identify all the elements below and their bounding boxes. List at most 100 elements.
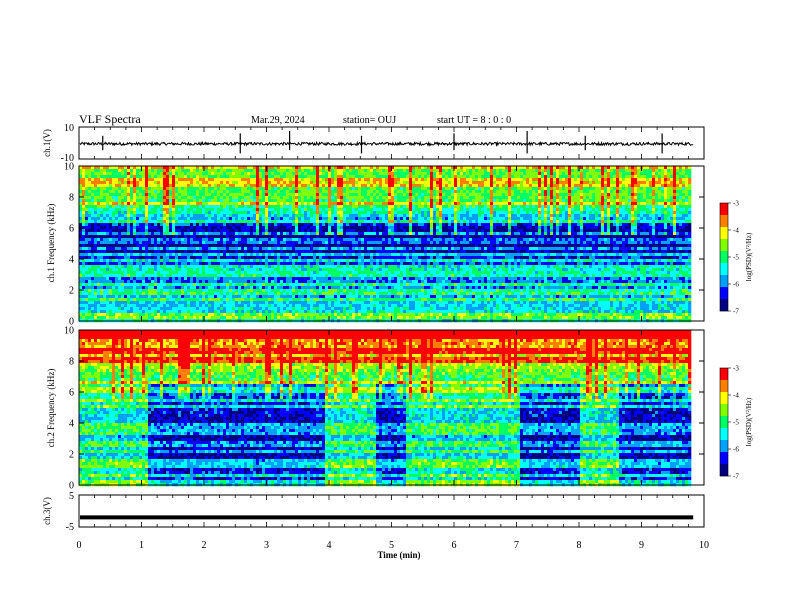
spectrogram-cell: [631, 199, 635, 203]
spectrogram-cell: [319, 235, 323, 239]
spectrogram-cell: [187, 223, 191, 227]
spectrogram-cell: [232, 223, 236, 227]
spectrogram-cell: [370, 214, 374, 218]
spectrogram-cell: [316, 193, 320, 197]
spectrogram-cell: [157, 211, 161, 215]
spectrogram-cell: [619, 169, 623, 173]
spectrogram-cell: [262, 202, 266, 206]
spectrogram-cell: [496, 217, 500, 221]
spectrogram-cell: [250, 172, 254, 176]
spectrogram-cell: [610, 205, 614, 209]
spectrogram-cell: [307, 196, 311, 200]
spectrogram-cell: [631, 193, 635, 197]
spectrogram-cell: [439, 169, 443, 173]
spectrogram-cell: [493, 223, 497, 227]
spectrogram-cell: [568, 169, 572, 173]
spectrogram-cell: [469, 208, 473, 212]
spectrogram-cell: [214, 223, 218, 227]
spectrogram-cell: [169, 190, 173, 194]
spectrogram-cell: [124, 208, 128, 212]
spectrogram-cell: [109, 235, 113, 239]
spectrogram-cell: [277, 202, 281, 206]
spectrogram-cell: [640, 235, 644, 239]
spectrogram-cell: [265, 187, 269, 191]
spectrogram-cell: [274, 184, 278, 188]
spectrogram-cell: [91, 226, 95, 230]
spectrogram-cell: [142, 217, 146, 221]
spectrogram-cell: [331, 190, 335, 194]
spectrogram-cell: [100, 232, 104, 236]
spectrogram-cell: [571, 190, 575, 194]
spectrogram-cell: [232, 196, 236, 200]
spectrogram-cell: [637, 214, 641, 218]
spectrogram-cell: [292, 193, 296, 197]
spectrogram-cell: [157, 217, 161, 221]
spectrogram-cell: [475, 205, 479, 209]
spectrogram-cell: [286, 178, 290, 182]
spectrogram-cell: [562, 184, 566, 188]
spectrogram-cell: [151, 226, 155, 230]
spectrogram-cell: [499, 190, 503, 194]
spectrogram-cell: [646, 166, 650, 170]
spectrogram-cell: [610, 193, 614, 197]
spectrogram-cell: [211, 217, 215, 221]
spectrogram-cell: [142, 229, 146, 233]
spectrogram-cell: [538, 166, 542, 170]
spectrogram-cell: [223, 208, 227, 212]
spectrogram-cell: [262, 193, 266, 197]
spectrogram-cell: [199, 217, 203, 221]
spectrogram-cell: [271, 226, 275, 230]
spectrogram-cell: [688, 178, 692, 182]
spectrogram-cell: [127, 166, 131, 170]
spectrogram-cell: [472, 202, 476, 206]
spectrogram-cell: [205, 187, 209, 191]
spectrogram-cell: [334, 220, 338, 224]
spectrogram-cell: [580, 208, 584, 212]
spectrogram-cell: [643, 205, 647, 209]
spectrogram-cell: [331, 196, 335, 200]
spectrogram-cell: [649, 196, 653, 200]
spectrogram-cell: [550, 211, 554, 215]
spectrogram-cell: [301, 169, 305, 173]
spectrogram-cell: [106, 169, 110, 173]
spectrogram-cell: [607, 220, 611, 224]
spectrogram-cell: [367, 220, 371, 224]
spectrogram-cell: [238, 232, 242, 236]
spectrogram-cell: [127, 202, 131, 206]
spectrogram-cell: [421, 166, 425, 170]
spectrogram-cell: [349, 187, 353, 191]
spectrogram-cell: [517, 220, 521, 224]
spectrogram-cell: [256, 226, 260, 230]
spectrogram-cell: [241, 187, 245, 191]
spectrogram-cell: [610, 190, 614, 194]
spectrogram-cell: [634, 214, 638, 218]
spectrogram-cell: [367, 172, 371, 176]
spectrogram-cell: [580, 211, 584, 215]
spectrogram-cell: [586, 229, 590, 233]
spectrogram-cell: [82, 217, 86, 221]
spectrogram-cell: [103, 220, 107, 224]
spectrogram-cell: [271, 178, 275, 182]
spectrogram-cell: [646, 169, 650, 173]
spectrogram-cell: [100, 235, 104, 239]
spectrogram-cell: [421, 214, 425, 218]
spectrogram-cell: [553, 178, 557, 182]
spectrogram-cell: [133, 205, 137, 209]
spectrogram-cell: [547, 172, 551, 176]
spectrogram-cell: [382, 223, 386, 227]
spectrogram-cell: [118, 205, 122, 209]
spectrogram-cell: [493, 166, 497, 170]
spectrogram-cell: [283, 193, 287, 197]
spectrogram-cell: [151, 208, 155, 212]
spectrogram-cell: [148, 220, 152, 224]
spectrogram-cell: [565, 184, 569, 188]
spectrogram-cell: [553, 190, 557, 194]
spectrogram-cell: [79, 232, 83, 236]
spectrogram-cell: [292, 205, 296, 209]
spectrogram-cell: [601, 166, 605, 170]
spectrogram-cell: [508, 214, 512, 218]
spectrogram-cell: [505, 196, 509, 200]
spectrogram-cell: [397, 193, 401, 197]
spectrogram-cell: [157, 196, 161, 200]
spectrogram-cell: [298, 199, 302, 203]
